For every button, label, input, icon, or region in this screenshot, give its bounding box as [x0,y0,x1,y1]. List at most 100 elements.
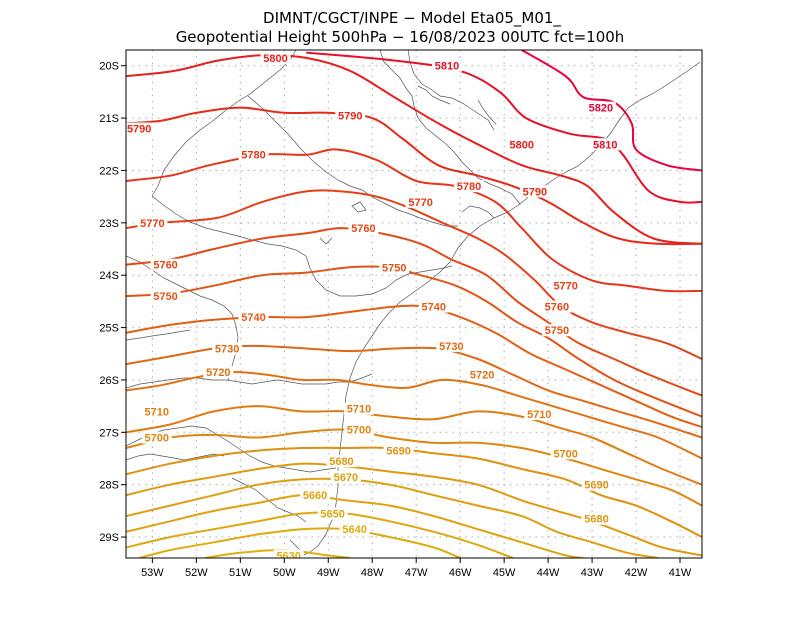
contour-label: 5760 [153,260,177,272]
x-tick-label: 44W [537,567,560,579]
contour-5660 [126,494,584,558]
contour-label-bg [344,402,375,415]
x-tick-label: 43W [581,567,604,579]
contour-5780 [126,148,702,293]
contour-label: 5660 [303,490,327,502]
contour-label: 5650 [320,508,344,520]
contour-label: 5750 [382,262,406,274]
contour-label: 5740 [422,302,446,314]
contour-label: 5800 [509,139,533,151]
contour-5680 [126,462,702,557]
contour-5800 [126,54,702,245]
contour-label: 5780 [457,181,481,193]
x-tick-label: 46W [449,567,472,579]
y-tick-label: 27S [99,427,119,439]
contour-label-bg [317,507,348,520]
contour-label-bg [541,300,572,313]
contour-label: 5790 [523,186,547,198]
contour-label: 5700 [347,425,371,437]
contour-label: 5750 [153,291,177,303]
contour-label: 5730 [439,341,463,353]
x-tick-label: 53W [141,567,164,579]
contour-label: 5700 [553,448,577,460]
contour-label: 5700 [145,433,169,445]
contour-label-bg [348,222,379,235]
contour-label: 5770 [408,197,432,209]
contour-label-bg [431,59,462,72]
contour-label: 5690 [386,446,410,458]
contour-label: 5770 [553,281,577,293]
contour-label: 5810 [593,139,617,151]
contour-5810 [306,51,702,204]
contour-label: 5770 [140,218,164,230]
contour-label: 5680 [329,456,353,468]
border-parana-sc [126,373,373,389]
contour-label-bg [330,470,361,483]
contour-label-bg [137,216,168,229]
contour-5700 [126,428,702,507]
contour-label-bg [203,366,234,379]
bay [461,205,495,219]
contour-label-bg [238,311,269,324]
contour-label-bg [141,431,172,444]
state-border [247,95,458,227]
reservoir [319,237,333,245]
contour-label-bg [379,261,410,274]
contour-5690 [126,446,702,538]
border-west [126,329,191,341]
contour-label: 5760 [351,223,375,235]
contour-label-bg [541,324,572,337]
y-tick-label: 20S [99,61,119,73]
contour-label-bg [550,447,581,460]
contour-label: 5820 [589,103,613,115]
contour-label-bg [383,444,414,457]
state-border [151,50,297,197]
contour-label: 5740 [241,312,265,324]
contour-label: 5680 [584,514,608,526]
border-sc-rs [126,425,337,473]
contour-label-bg [581,512,612,525]
contour-5670 [126,477,659,558]
contour-label-bg [150,290,181,303]
axis-ticks: 53W 52W 51W 50W 49W 48W 47W 46W 45W 44W 43W 42W 41W 2… [99,61,692,579]
x-tick-label: 41W [669,567,692,579]
contour-5790 [126,106,702,246]
contour-label: 5710 [145,406,169,418]
y-tick-label: 26S [99,375,119,387]
contour-label-bg [453,180,484,193]
contour-label: 5760 [545,302,569,314]
contour-label: 5710 [347,404,371,416]
contour-label-bg [335,109,366,122]
y-tick-label: 29S [99,532,119,544]
x-tick-label: 50W [273,567,296,579]
contour-label-bg [506,138,537,151]
x-tick-label: 48W [361,567,384,579]
contour-label: 5720 [206,367,230,379]
x-tick-label: 42W [625,567,648,579]
x-tick-label: 47W [405,567,428,579]
contour-label-bg [550,279,581,292]
contour-label: 5640 [342,524,366,536]
contour-label: 5810 [435,61,459,73]
contour-label-bg [467,368,498,381]
contour-label-bg [273,549,304,558]
reservoir [351,201,367,213]
plot-frame [125,49,703,559]
contour-label: 5750 [545,325,569,337]
border-south [231,477,307,523]
x-tick-label: 49W [317,567,340,579]
state-border [305,255,453,297]
contour-label-bg [260,51,291,64]
state-border [417,85,451,105]
contour-label-bg [405,195,436,208]
contour-label-bg [238,148,269,161]
y-tick-label: 25S [99,323,119,335]
contour-label-bg [339,523,370,536]
contour-label: 5720 [470,370,494,382]
state-border [151,195,307,257]
contour-label-bg [326,455,357,468]
y-tick-label: 24S [99,270,119,282]
contour-label: 5790 [127,124,151,136]
contour-label-bg [344,423,375,436]
contour-label-bg [141,405,172,418]
